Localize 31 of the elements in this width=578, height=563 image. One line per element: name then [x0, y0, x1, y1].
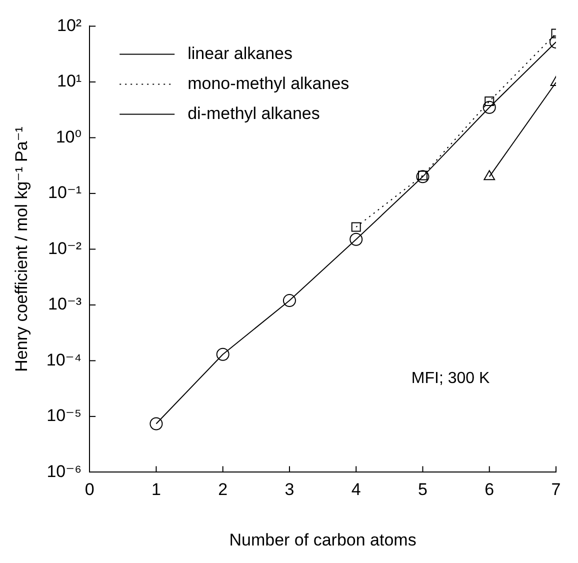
point: [416, 170, 430, 184]
point: [350, 232, 363, 246]
y-tick-label: 10⁻²: [48, 238, 82, 258]
legend-label: linear alkanes: [188, 44, 292, 63]
x-tick-label: 1: [151, 480, 161, 500]
y-tick-label: 10⁻⁴: [46, 350, 82, 370]
y-tick-label: 10¹: [57, 72, 82, 91]
point: [351, 222, 361, 232]
point: [482, 100, 496, 114]
x-tick-label: 7: [551, 480, 561, 500]
y-axis-title: Henry coefficient / mol kg⁻¹ Pa⁻¹: [12, 126, 31, 372]
x-tick-label: 2: [218, 480, 228, 500]
x-tick-label: 4: [351, 480, 361, 500]
x-tick-label: 5: [418, 480, 428, 500]
x-axis-title: Number of carbon atoms: [229, 530, 416, 550]
y-tick-label: 10²: [57, 16, 82, 35]
point: [282, 294, 296, 308]
x-tick-label: 0: [84, 480, 94, 500]
annotation: MFI; 300 K: [411, 370, 490, 387]
point: [216, 348, 230, 361]
legend-label: mono-methyl alkanes: [188, 74, 350, 93]
legend-label: di-methyl alkanes: [188, 104, 320, 123]
y-tick-label: 10⁰: [56, 127, 82, 146]
y-tick-label: 10⁻³: [48, 294, 82, 314]
y-tick-label: 10⁻⁶: [46, 462, 82, 481]
y-tick-label: 10⁻¹: [48, 183, 82, 202]
x-tick-label: 3: [284, 480, 294, 500]
point: [150, 417, 163, 430]
x-tick-label: 6: [484, 480, 494, 500]
y-tick-label: 10⁻⁵: [46, 406, 82, 426]
point: [484, 96, 494, 106]
